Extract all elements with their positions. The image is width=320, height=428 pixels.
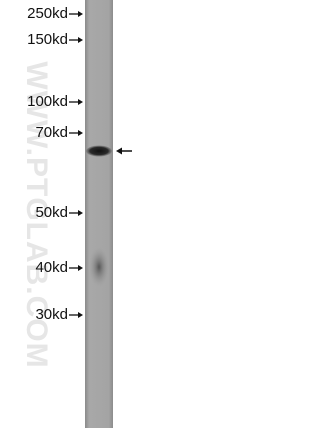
marker-labels: 250kd 150kd 100kd 70kd 50kd 40kd 30kd [27, 5, 83, 323]
smear [89, 247, 109, 287]
marker-arrow [69, 130, 83, 136]
marker-arrow [69, 37, 83, 43]
protein-band [86, 145, 112, 157]
blot-figure: WWW.PTGLAB.COM 250kd 150kd 100kd 70kd 50kd 40… [20, 0, 132, 428]
gel-lane [85, 0, 113, 428]
watermark: WWW.PTGLAB.COM [20, 61, 53, 368]
marker-label: 250kd [27, 5, 68, 22]
marker-arrow [69, 312, 83, 318]
marker-label: 30kd [35, 306, 68, 323]
marker-arrow [69, 99, 83, 105]
marker-label: 40kd [35, 259, 68, 276]
band-arrow [116, 147, 132, 155]
marker-label: 150kd [27, 31, 68, 48]
marker-label: 100kd [27, 93, 68, 110]
marker-label: 50kd [35, 204, 68, 221]
marker-arrow [69, 11, 83, 17]
marker-label: 70kd [35, 124, 68, 141]
marker-arrow [69, 265, 83, 271]
marker-arrow [69, 210, 83, 216]
